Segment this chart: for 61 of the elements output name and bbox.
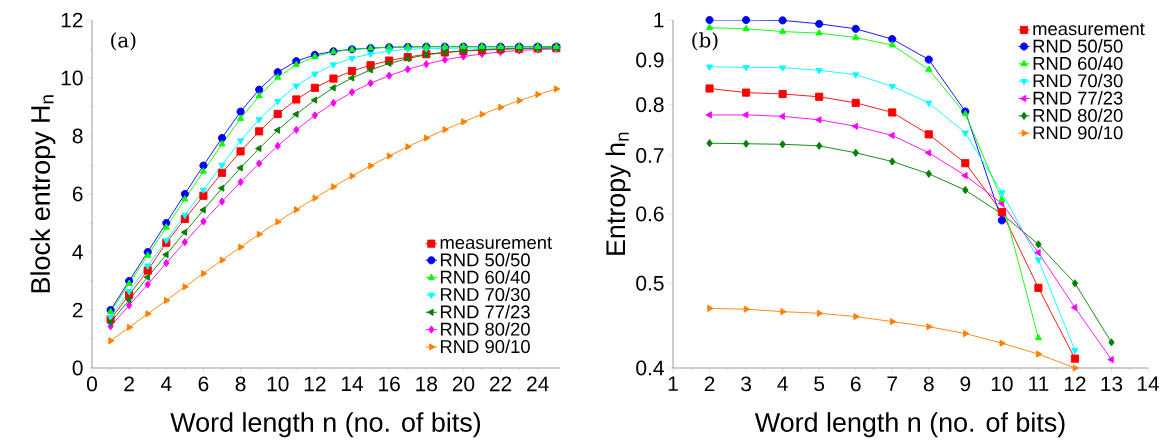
legend-label: RND 70/30 (1033, 73, 1123, 88)
x-tick-label: 10 (991, 376, 1013, 392)
y-tick-label: 0.4 (636, 360, 664, 376)
x-tick-label: 1 (668, 376, 678, 391)
x-tick-label: 2 (124, 376, 134, 392)
x-tick-label: 4 (777, 376, 788, 391)
legend-label: RND 90/10 (440, 339, 530, 354)
x-tick-label: 16 (379, 376, 400, 392)
y-tick-label: 2 (72, 302, 83, 318)
y-tick-label: 0.6 (636, 206, 664, 222)
x-tick-label: 13 (1101, 376, 1123, 392)
legend-label: measurement (1033, 23, 1145, 36)
legend-label: RND 80/20 (440, 322, 530, 336)
x-tick-label: 8 (235, 376, 246, 392)
x-tick-label: 3 (741, 376, 751, 392)
y-tick-label: 8 (72, 128, 83, 144)
x-tick-label: 5 (814, 376, 825, 392)
x-tick-label: 6 (850, 376, 861, 392)
y-tick-label: 0.7 (636, 148, 664, 163)
legend-label: RND 77/23 (1033, 91, 1123, 105)
x-tick-label: 10 (267, 376, 289, 392)
x-axis-title: Word length n (no. of bits) (754, 412, 1065, 438)
y-tick-label: 6 (72, 186, 83, 202)
annotation: (a) (111, 32, 136, 51)
legend-label: RND 70/30 (440, 287, 530, 302)
legend-label: RND 77/23 (440, 304, 530, 319)
x-tick-label: 14 (1137, 376, 1160, 391)
x-tick-label: 8 (923, 376, 934, 392)
y-axis-title: Entropy h$_{n}$ (605, 132, 631, 255)
x-tick-label: 14 (341, 376, 364, 391)
legend-label: RND 80/20 (1033, 108, 1123, 122)
x-tick-label: 7 (887, 376, 897, 391)
x-tick-label: 2 (704, 376, 715, 392)
x-tick-label: 4 (160, 376, 172, 391)
legend-label: RND 50/50 (1033, 39, 1123, 53)
y-axis-title: Block entropy H$_{n}$ (30, 95, 56, 293)
x-tick-label: 9 (960, 376, 971, 392)
x-tick-label: 24 (527, 376, 549, 392)
annotation: (b) (692, 32, 718, 51)
x-axis-title: Word length n (no. of bits) (170, 412, 481, 438)
x-tick-label: 12 (304, 376, 326, 392)
x-tick-label: 20 (452, 376, 475, 392)
x-tick-label: 18 (416, 376, 438, 392)
x-tick-label: 22 (489, 376, 512, 392)
y-tick-label: 4 (72, 244, 83, 260)
legend-label: RND 60/40 (440, 270, 530, 284)
x-tick-label: 0 (86, 376, 97, 392)
y-tick-label: 1 (654, 12, 664, 28)
y-tick-label: 0.9 (636, 52, 664, 68)
y-tick-label: 0.8 (636, 97, 664, 113)
legend-label: RND 90/10 (1033, 125, 1123, 140)
legend-label: RND 60/40 (1033, 56, 1123, 70)
x-tick-label: 11 (1029, 376, 1049, 391)
y-tick-label: 0.5 (636, 275, 664, 291)
y-tick-label: 0 (72, 360, 83, 376)
legend-label: measurement (440, 236, 552, 250)
y-tick-label: 10 (61, 70, 83, 86)
x-tick-label: 6 (198, 376, 209, 392)
legend-label: RND 50/50 (440, 252, 530, 267)
y-tick-label: 12 (61, 12, 83, 28)
x-tick-label: 12 (1064, 376, 1086, 392)
